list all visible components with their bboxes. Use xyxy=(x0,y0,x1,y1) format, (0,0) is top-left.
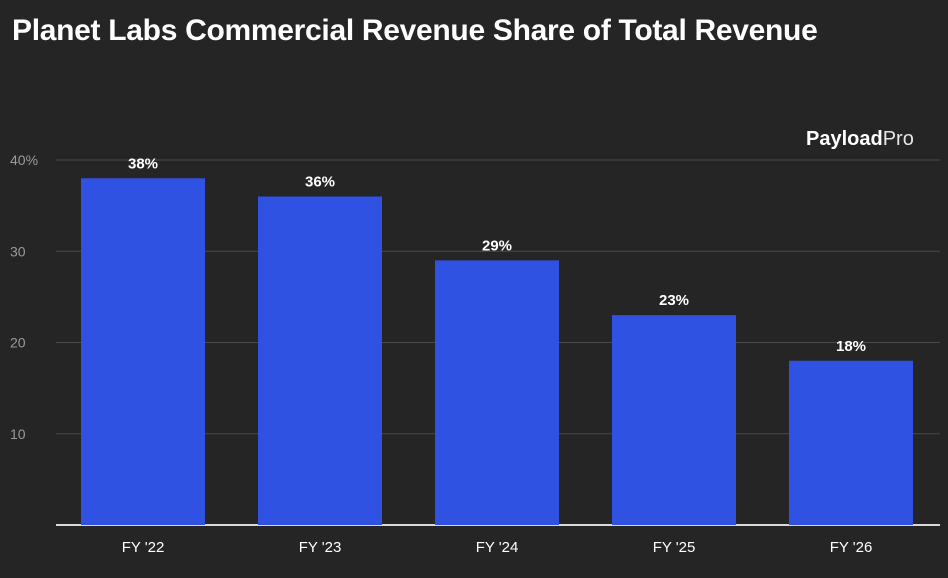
logo-text-light: Pro xyxy=(882,128,914,150)
bar-fy-24 xyxy=(435,260,559,525)
payloadpro-logo: PayloadPro xyxy=(806,128,914,151)
data-label: 29% xyxy=(482,237,512,254)
x-tick-label: FY '26 xyxy=(830,539,873,556)
bar-fy-22 xyxy=(81,178,205,525)
x-tick-label: FY '22 xyxy=(122,539,165,556)
x-tick-label: FY '23 xyxy=(299,539,342,556)
bars xyxy=(81,178,913,525)
data-label: 38% xyxy=(128,155,158,172)
data-label: 23% xyxy=(659,292,689,309)
y-tick-label: 40% xyxy=(10,152,38,168)
chart-title: Planet Labs Commercial Revenue Share of … xyxy=(12,14,818,47)
x-tick-label: FY '24 xyxy=(476,539,519,556)
data-label: 18% xyxy=(836,338,866,355)
logo-text-bold: Payload xyxy=(806,128,883,150)
data-label: 36% xyxy=(305,174,335,191)
y-tick-label: 10 xyxy=(10,426,26,442)
y-tick-label: 30 xyxy=(10,243,26,259)
y-tick-label: 20 xyxy=(10,335,26,351)
labels: 10 20 30 40% 38% FY '22 36% FY '23 29% FY '24 23% F… xyxy=(10,152,872,556)
bar-fy-23 xyxy=(258,196,382,525)
bar-fy-25 xyxy=(612,315,736,525)
bar-fy-26 xyxy=(789,360,913,525)
x-tick-label: FY '25 xyxy=(653,539,696,556)
